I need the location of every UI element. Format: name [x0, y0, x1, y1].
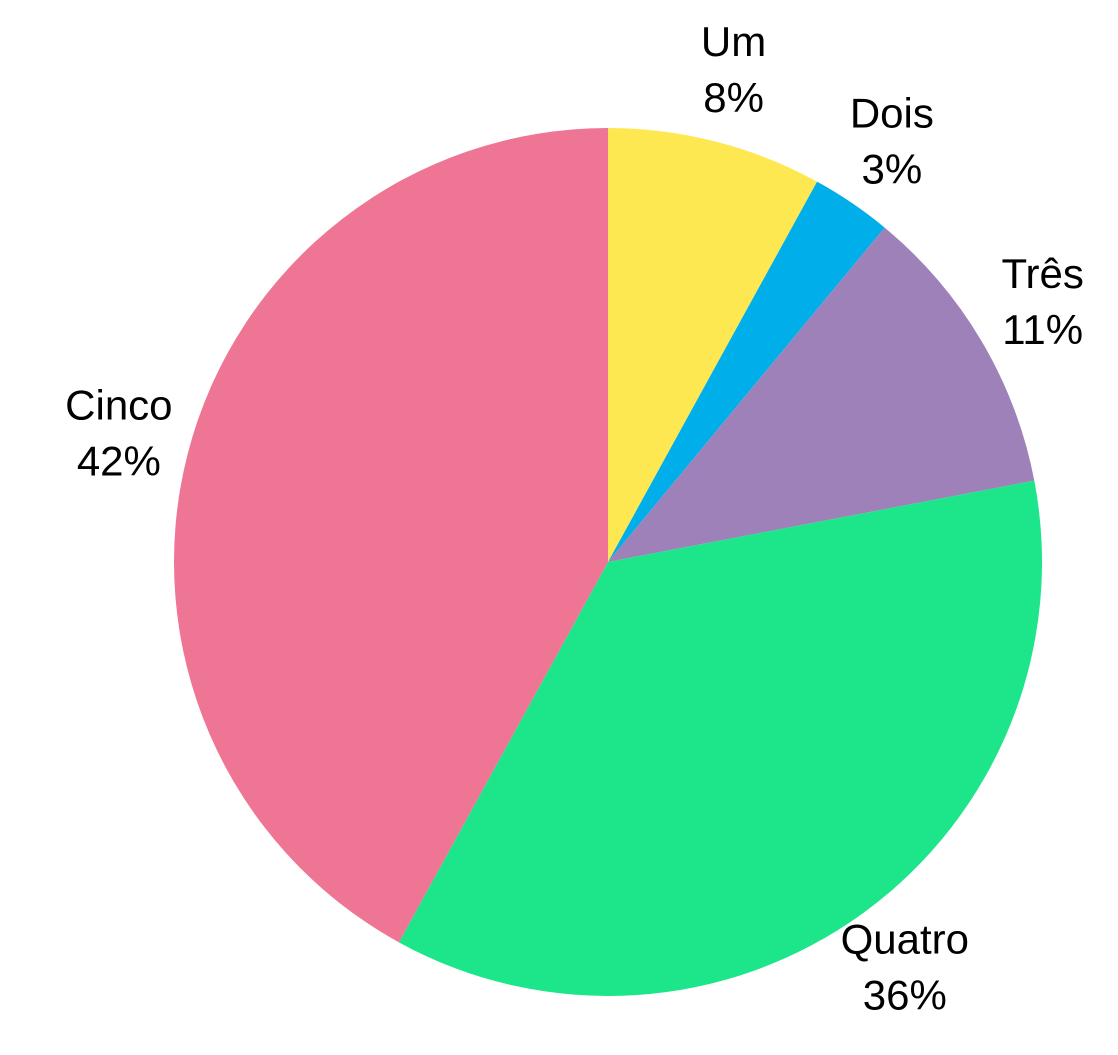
slice-value-label: 42%	[77, 438, 161, 485]
slice-value-label: 11%	[1002, 306, 1083, 353]
slice-label: Cinco	[65, 382, 172, 429]
pie-slice	[608, 227, 1035, 562]
pie-slice	[398, 480, 1042, 996]
slice-value-label: 36%	[863, 972, 947, 1019]
slice-value-label: 8%	[703, 74, 764, 121]
pie-slice	[608, 181, 885, 562]
slice-value-label: 3%	[862, 145, 923, 192]
pie-slice	[174, 128, 608, 943]
slice-label: Três	[1001, 250, 1083, 297]
slice-label: Quatro	[841, 916, 969, 963]
slice-label: Um	[701, 18, 766, 65]
pie-slice	[608, 128, 818, 562]
slice-label: Dois	[850, 89, 934, 136]
